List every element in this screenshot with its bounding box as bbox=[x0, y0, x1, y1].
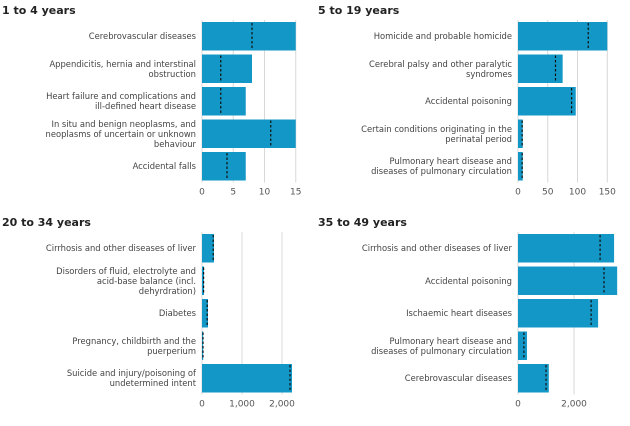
x-tick-label: 0 bbox=[199, 400, 205, 410]
x-tick-label: 10 bbox=[259, 188, 271, 198]
plot: 0 50 100 150 bbox=[515, 20, 616, 198]
panel-title: 20 to 34 years bbox=[2, 216, 91, 229]
x-tick-label: 2,000 bbox=[269, 400, 295, 410]
category-label: Homicide and probable homicide bbox=[373, 31, 512, 42]
bar bbox=[202, 364, 292, 393]
category-label: Cerebrovascular diseases bbox=[88, 31, 196, 42]
bar bbox=[518, 266, 618, 295]
x-tick-label: 15 bbox=[290, 188, 301, 198]
category-label: Appendicitis, hernia and interstinal obs… bbox=[49, 58, 196, 79]
plot: 0 2,000 bbox=[515, 232, 618, 410]
bar bbox=[202, 152, 246, 181]
bar bbox=[202, 266, 204, 295]
category-label: Disorders of fluid, electrolyte and acid… bbox=[56, 265, 196, 296]
panel-title: 1 to 4 years bbox=[2, 4, 76, 17]
x-tick-label: 100 bbox=[569, 188, 586, 198]
panel-title: 35 to 49 years bbox=[318, 216, 407, 229]
x-tick-label: 0 bbox=[515, 400, 521, 410]
bar bbox=[518, 119, 523, 148]
bar bbox=[202, 87, 246, 116]
x-tick-label: 5 bbox=[230, 188, 236, 198]
category-label: Certain conditions originating in the pe… bbox=[361, 123, 512, 144]
plot: 0 5 10 15 bbox=[199, 20, 301, 198]
bar bbox=[518, 364, 549, 393]
x-tick-label: 2,000 bbox=[561, 400, 587, 410]
x-tick-label: 0 bbox=[199, 188, 205, 198]
bar bbox=[202, 234, 214, 263]
bar bbox=[202, 331, 204, 360]
bar bbox=[518, 331, 527, 360]
panel-title: 5 to 19 years bbox=[318, 4, 400, 17]
category-label: Accidental poisoning bbox=[425, 275, 512, 286]
category-label: Diabetes bbox=[158, 308, 196, 319]
category-label: Heart failure and complications and ill-… bbox=[46, 91, 196, 112]
category-label: Pulmonary heart disease and diseases of … bbox=[371, 156, 512, 177]
bar bbox=[202, 299, 208, 328]
category-label: Pulmonary heart disease and diseases of … bbox=[371, 335, 512, 356]
x-tick-label: 50 bbox=[542, 188, 554, 198]
x-tick-label: 0 bbox=[515, 188, 521, 198]
category-label: Ischaemic heart diseases bbox=[406, 308, 512, 319]
category-label: Suicide and injury/poisoning of undeterm… bbox=[66, 368, 196, 389]
category-label: Cirrhosis and other diseases of liver bbox=[361, 243, 512, 254]
bar bbox=[518, 234, 615, 263]
bar bbox=[202, 22, 296, 51]
x-tick-label: 150 bbox=[599, 188, 616, 198]
bar bbox=[518, 87, 576, 116]
bar bbox=[518, 22, 608, 51]
category-label: Cirrhosis and other diseases of liver bbox=[45, 243, 196, 254]
x-tick-label: 1,000 bbox=[229, 400, 255, 410]
plot: 0 1,000 2,000 bbox=[199, 232, 295, 410]
category-label: Cerebral palsy and other paralytic syndr… bbox=[369, 58, 512, 79]
category-label: Accidental falls bbox=[132, 161, 196, 172]
category-label: Pregnancy, childbirth and the puerperium bbox=[72, 335, 196, 356]
bar bbox=[202, 119, 296, 148]
category-label: Accidental poisoning bbox=[425, 96, 512, 107]
category-label: In situ and benign neoplasms, and neopla… bbox=[45, 118, 196, 149]
bar bbox=[518, 152, 523, 181]
bar bbox=[518, 299, 599, 328]
category-label: Cerebrovascular diseases bbox=[404, 373, 512, 384]
bar bbox=[202, 54, 252, 83]
